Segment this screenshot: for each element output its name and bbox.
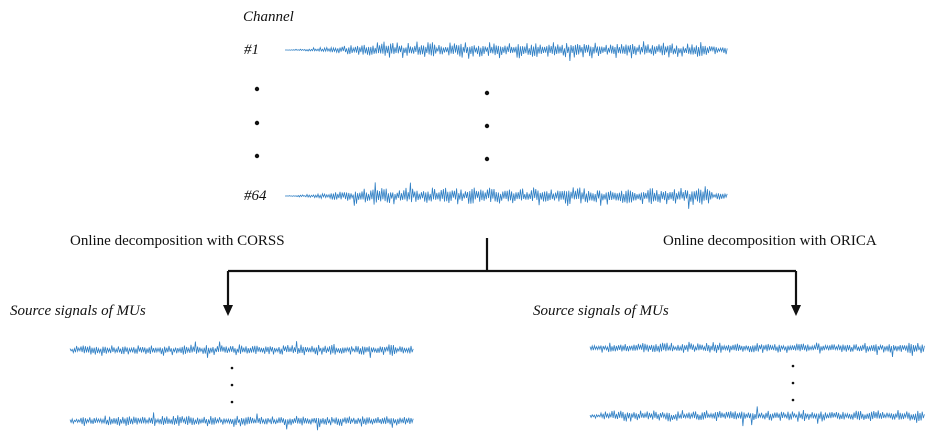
ellipsis-dot [484, 123, 490, 129]
right-sources-label: Source signals of MUs [533, 303, 669, 319]
signal-ellipsis [484, 90, 490, 162]
channel-label-last: #64 [244, 188, 267, 204]
left-sources-ellipsis [230, 366, 234, 404]
signal-traces [69, 41, 925, 431]
ellipsis-dot [254, 153, 260, 159]
ellipsis-dot [791, 364, 795, 368]
ellipsis-dot [254, 86, 260, 92]
ellipsis-dot [254, 120, 260, 126]
left-sources-label: Source signals of MUs [10, 303, 146, 319]
branch-connector [226, 238, 798, 305]
channel-header: Channel [243, 9, 294, 25]
channel-label-first: #1 [244, 42, 259, 58]
corss-method-label: Online decomposition with CORSS [70, 233, 285, 249]
channel-ellipsis [254, 86, 260, 159]
ellipsis-dot [230, 400, 234, 404]
ellipsis-dot [791, 381, 795, 385]
left-mu-source-signal-bottom [69, 412, 414, 431]
left-arrow-head [223, 305, 233, 316]
right-sources-ellipsis [791, 364, 795, 402]
right-mu-source-signal-bottom [589, 406, 925, 427]
ellipsis-dot [230, 366, 234, 370]
right-mu-source-signal-top [589, 341, 925, 358]
ellipsis-dot [230, 383, 234, 387]
left-mu-source-signal-top [69, 341, 414, 358]
ellipsis-dot [484, 156, 490, 162]
channel-signal-last [285, 182, 728, 209]
ellipsis-dot [791, 398, 795, 402]
right-arrow-head [791, 305, 801, 316]
ellipsis-dot [484, 90, 490, 96]
channel-signal-first [285, 41, 728, 62]
orica-method-label: Online decomposition with ORICA [663, 233, 877, 249]
